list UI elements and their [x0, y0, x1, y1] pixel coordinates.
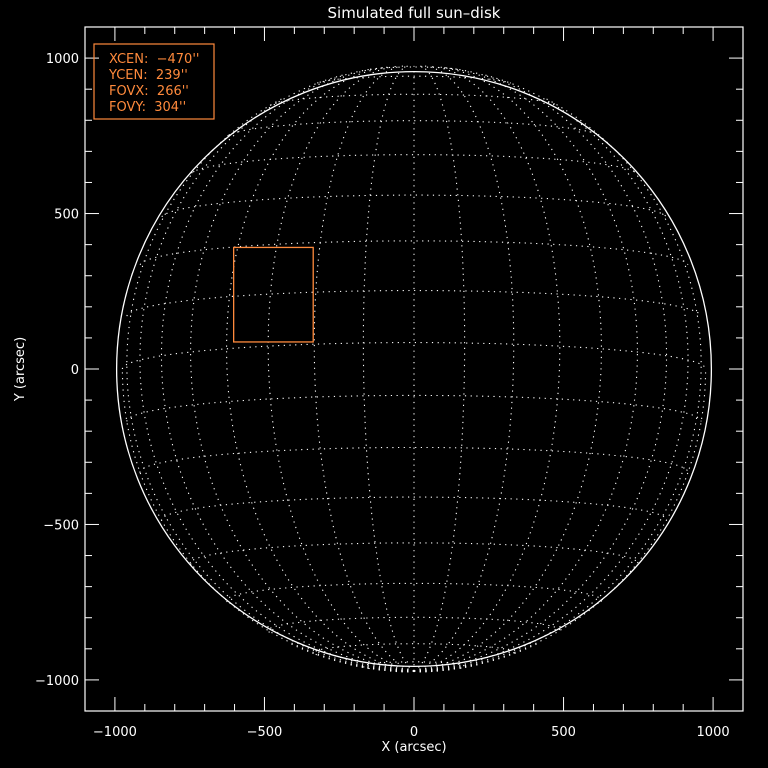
legend: XCEN: −470'' YCEN: 239'' FOVX: 266'' FOV…	[93, 43, 215, 120]
longitude-line	[347, 663, 415, 672]
chart-title: Simulated full sun–disk	[328, 4, 501, 22]
x-tick-label: −1000	[93, 725, 137, 740]
plot-frame	[84, 26, 744, 712]
longitude-line	[126, 97, 415, 672]
latitude-line	[362, 661, 466, 670]
axis-ticks	[85, 27, 743, 711]
latitude-line	[190, 542, 638, 565]
longitude-line	[394, 670, 415, 673]
field-of-view-box	[232, 246, 314, 343]
y-tick-label: 1000	[46, 52, 79, 67]
longitude-line	[413, 65, 561, 672]
latitude-line	[139, 240, 689, 266]
legend-xcen: XCEN: −470''	[109, 52, 199, 67]
longitude-line	[413, 74, 689, 672]
legend-box	[93, 43, 215, 120]
latitude-line	[121, 342, 707, 369]
longitude-line	[413, 67, 638, 672]
longitude-line	[313, 65, 415, 672]
longitude-line	[287, 641, 414, 672]
y-tick-label: −500	[43, 518, 79, 533]
latitude-line	[369, 66, 459, 70]
longitude-line	[405, 670, 415, 673]
latitude-line	[317, 75, 511, 84]
legend-fovx: FOVX: 266''	[109, 84, 189, 99]
longitude-line	[413, 97, 702, 672]
longitude-line	[413, 369, 707, 672]
x-tick-label: 500	[551, 725, 576, 740]
latitude-line	[267, 616, 561, 633]
longitude-line	[413, 65, 515, 672]
longitude-line	[121, 369, 415, 672]
latitude-line	[126, 394, 702, 422]
latitude-line	[139, 446, 689, 473]
longitude-line	[413, 670, 423, 673]
y-tick-labels: −1000 −500 0 500 1000	[35, 52, 79, 689]
latitude-line	[269, 93, 559, 106]
longitude-line	[414, 641, 541, 672]
y-tick-label: 0	[71, 363, 79, 378]
x-tick-label: −500	[247, 725, 283, 740]
longitude-line	[413, 68, 668, 672]
y-tick-label: 500	[54, 208, 79, 223]
x-tick-labels: −1000 −500 0 500 1000	[93, 725, 730, 740]
longitude-line	[139, 74, 415, 672]
longitude-line	[413, 670, 434, 673]
longitude-line	[362, 65, 415, 672]
longitude-line	[267, 65, 415, 672]
latitude-line	[191, 154, 637, 174]
x-tick-label: 0	[410, 725, 418, 740]
longitude-line	[160, 68, 415, 672]
longitude-line	[226, 66, 415, 672]
solar-limb	[115, 70, 713, 668]
longitude-line	[413, 663, 481, 672]
latitude-line	[160, 496, 668, 521]
legend-fovy: FOVY: 304''	[109, 100, 186, 115]
longitude-line	[413, 66, 602, 672]
y-axis-title: Y (arcsec)	[13, 337, 28, 402]
x-axis-title: X (arcsec)	[381, 740, 446, 755]
heliographic-grid	[121, 65, 707, 673]
longitude-line	[413, 65, 466, 672]
longitude-line	[190, 67, 415, 672]
legend-ycen: YCEN: 239''	[108, 68, 188, 83]
y-tick-label: −1000	[35, 674, 79, 689]
latitude-line	[226, 582, 602, 603]
longitude-line	[413, 670, 419, 673]
x-tick-label: 1000	[697, 725, 730, 740]
latitude-line	[161, 194, 667, 218]
longitude-line	[413, 670, 442, 673]
